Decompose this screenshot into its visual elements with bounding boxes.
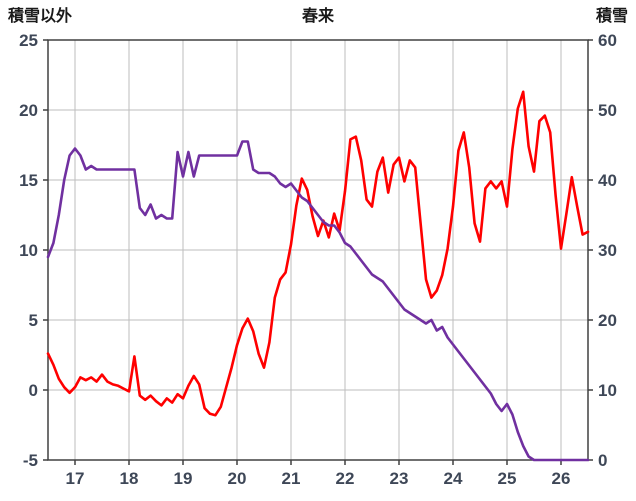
right-tick-label: 60 [598,31,617,50]
right-tick-label: 20 [598,311,617,330]
left-tick-label: 5 [29,311,38,330]
right-axis-title: 積雪 [595,6,628,25]
right-tick-label: 40 [598,171,617,190]
x-tick-label: 18 [120,469,139,488]
right-tick-label: 50 [598,101,617,120]
x-tick-label: 24 [444,469,463,488]
left-tick-label: 15 [19,171,38,190]
x-tick-label: 23 [390,469,409,488]
x-tick-label: 25 [498,469,517,488]
x-tick-label: 22 [336,469,355,488]
x-tick-label: 21 [282,469,301,488]
red-series [46,90,590,417]
right-tick-label: 30 [598,241,617,260]
right-tick-label: 0 [598,451,607,470]
x-tick-label: 19 [174,469,193,488]
right-tick-label: 10 [598,381,617,400]
left-tick-label: 0 [29,381,38,400]
purple-series [46,140,590,462]
x-tick-label: 17 [66,469,85,488]
left-tick-label: 20 [19,101,38,120]
left-axis-title: 積雪以外 [7,6,72,25]
left-tick-label: -5 [23,451,38,470]
x-tick-label: 26 [552,469,571,488]
x-tick-label: 20 [228,469,247,488]
left-tick-label: 10 [19,241,38,260]
chart-title: 春来 [301,6,335,25]
left-tick-label: 25 [19,31,38,50]
